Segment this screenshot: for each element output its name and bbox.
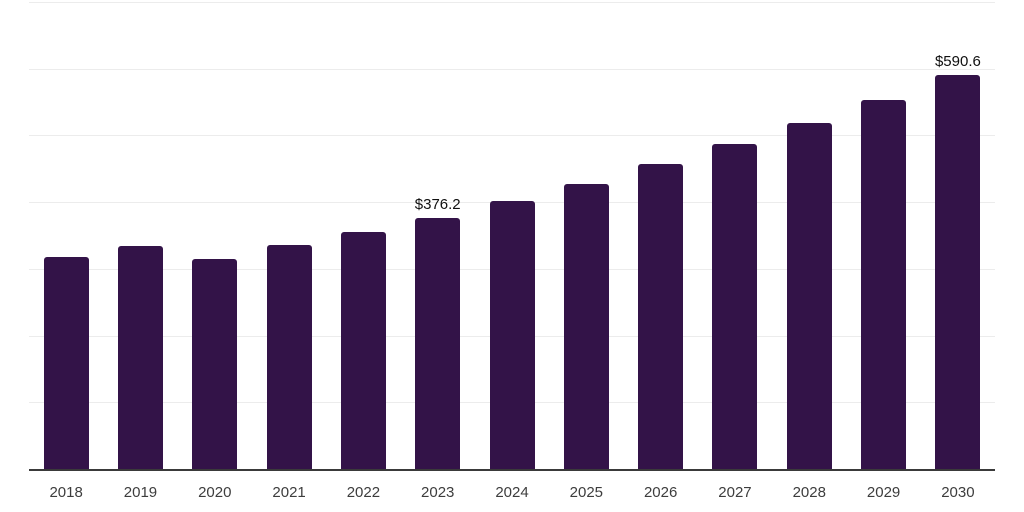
x-axis-label-2019: 2019 (123, 484, 158, 501)
x-axis-label-2025: 2025 (569, 484, 604, 501)
bar-slot-2024 (475, 2, 549, 469)
x-axis-label-2026: 2026 (643, 484, 678, 501)
x-axis-label-2021: 2021 (272, 484, 306, 501)
bar-slot-2028 (772, 2, 846, 469)
bars-container: $376.2 $590.6 (29, 2, 995, 469)
bar-2028 (786, 122, 832, 469)
bar-2022 (340, 232, 386, 469)
x-axis-line (29, 469, 995, 471)
x-axis-label-2030: 2030 (941, 484, 975, 501)
x-axis-labels: 2018 2019 2020 2021 2022 2023 2024 2025 2026 2027… (29, 485, 995, 501)
bar-2024 (489, 201, 535, 469)
bar-2029 (861, 99, 907, 469)
bar-slot-2022 (326, 2, 400, 469)
gridline-600 (29, 68, 995, 70)
gridline-500 (29, 135, 995, 137)
bar-2026 (638, 164, 684, 469)
bar-2030: $590.6 (935, 54, 981, 469)
x-axis-label-2018: 2018 (49, 484, 83, 501)
bar-slot-2025 (549, 2, 623, 469)
bar-slot-2029 (846, 2, 920, 469)
x-axis-label-2022: 2022 (346, 484, 381, 501)
plot-area: $376.2 $590.6 (29, 2, 995, 471)
bar-slot-2026 (624, 2, 698, 469)
bar-slot-2027 (698, 2, 772, 469)
x-axis-label-2024: 2024 (495, 484, 529, 501)
bar-2019 (117, 246, 163, 469)
bar-slot-2030: $590.6 (921, 2, 995, 469)
bar-2025 (563, 183, 609, 469)
x-axis-label-2028: 2028 (792, 484, 826, 501)
bar-slot-2019 (103, 2, 177, 469)
x-axis-label-2020: 2020 (198, 484, 232, 501)
bar-slot-2023: $376.2 (401, 2, 475, 469)
bar-2027 (712, 144, 758, 469)
bar-slot-2018 (29, 2, 103, 469)
gridline-700 (29, 2, 995, 3)
bar-2018 (43, 256, 89, 469)
bar-value-label-2023: $376.2 (414, 196, 461, 213)
bar-2021 (266, 244, 312, 469)
bar-value-label-2030: $590.6 (934, 53, 981, 70)
x-axis-label-2029: 2029 (866, 484, 901, 501)
bar-2020 (192, 258, 238, 469)
bar-slot-2021 (252, 2, 326, 469)
x-axis-label-2027: 2027 (718, 484, 752, 501)
bar-2023: $376.2 (415, 197, 461, 469)
x-axis-label-2023: 2023 (421, 484, 455, 501)
bar-slot-2020 (178, 2, 252, 469)
